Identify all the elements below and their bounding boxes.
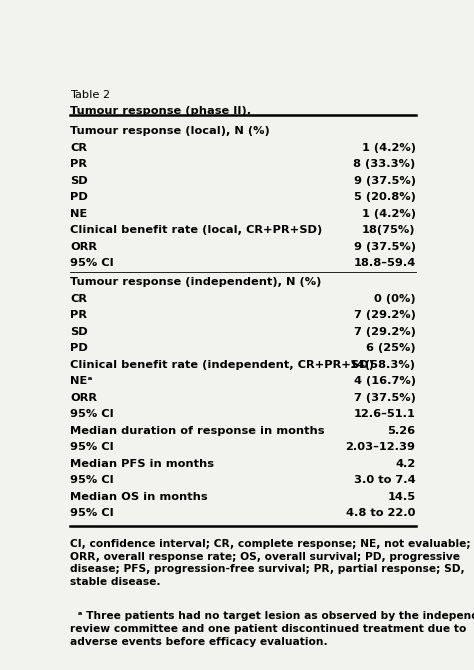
Text: Tumour response (independent), N (%): Tumour response (independent), N (%) (70, 277, 322, 287)
Text: 5 (20.8%): 5 (20.8%) (354, 192, 416, 202)
Text: 95% CI: 95% CI (70, 508, 114, 518)
Text: 95% CI: 95% CI (70, 442, 114, 452)
Text: Clinical benefit rate (local, CR+PR+SD): Clinical benefit rate (local, CR+PR+SD) (70, 225, 322, 235)
Text: 5.26: 5.26 (387, 425, 416, 436)
Text: PD: PD (70, 192, 88, 202)
Text: ORR: ORR (70, 393, 97, 403)
Text: PD: PD (70, 343, 88, 353)
Text: 1 (4.2%): 1 (4.2%) (362, 208, 416, 218)
Text: 7 (29.2%): 7 (29.2%) (354, 326, 416, 336)
Text: CR: CR (70, 143, 87, 153)
Text: 2.03–12.39: 2.03–12.39 (346, 442, 416, 452)
Text: 14(58.3%): 14(58.3%) (350, 360, 416, 370)
Text: 95% CI: 95% CI (70, 258, 114, 268)
Text: Clinical benefit rate (independent, CR+PR+SD): Clinical benefit rate (independent, CR+P… (70, 360, 374, 370)
Text: NE: NE (70, 208, 88, 218)
Text: 9 (37.5%): 9 (37.5%) (354, 242, 416, 251)
Text: 18.8–59.4: 18.8–59.4 (353, 258, 416, 268)
Text: 18(75%): 18(75%) (362, 225, 416, 235)
Text: Median PFS in months: Median PFS in months (70, 459, 214, 468)
Text: CI, confidence interval; CR, complete response; NE, not evaluable;
ORR, overall : CI, confidence interval; CR, complete re… (70, 539, 471, 587)
Text: PR: PR (70, 159, 87, 169)
Text: 9 (37.5%): 9 (37.5%) (354, 176, 416, 186)
Text: NEᵃ: NEᵃ (70, 376, 93, 386)
Text: SD: SD (70, 326, 88, 336)
Text: Table 2: Table 2 (70, 90, 110, 100)
Text: 12.6–51.1: 12.6–51.1 (354, 409, 416, 419)
Text: 8 (33.3%): 8 (33.3%) (353, 159, 416, 169)
Text: Median OS in months: Median OS in months (70, 492, 208, 502)
Text: 1 (4.2%): 1 (4.2%) (362, 143, 416, 153)
Text: 7 (37.5%): 7 (37.5%) (354, 393, 416, 403)
Text: 4 (16.7%): 4 (16.7%) (354, 376, 416, 386)
Text: Tumour response (local), N (%): Tumour response (local), N (%) (70, 126, 270, 136)
Text: CR: CR (70, 293, 87, 304)
Text: 3.0 to 7.4: 3.0 to 7.4 (354, 475, 416, 485)
Text: 95% CI: 95% CI (70, 475, 114, 485)
Text: Median duration of response in months: Median duration of response in months (70, 425, 325, 436)
Text: PR: PR (70, 310, 87, 320)
Text: Tumour response (phase II).: Tumour response (phase II). (70, 106, 251, 116)
Text: 6 (25%): 6 (25%) (366, 343, 416, 353)
Text: 14.5: 14.5 (387, 492, 416, 502)
Text: SD: SD (70, 176, 88, 186)
Text: ORR: ORR (70, 242, 97, 251)
Text: 7 (29.2%): 7 (29.2%) (354, 310, 416, 320)
Text: 0 (0%): 0 (0%) (374, 293, 416, 304)
Text: ᵃ Three patients had no target lesion as observed by the independent
review comm: ᵃ Three patients had no target lesion as… (70, 611, 474, 647)
Text: 4.8 to 22.0: 4.8 to 22.0 (346, 508, 416, 518)
Text: 95% CI: 95% CI (70, 409, 114, 419)
Text: 4.2: 4.2 (395, 459, 416, 468)
